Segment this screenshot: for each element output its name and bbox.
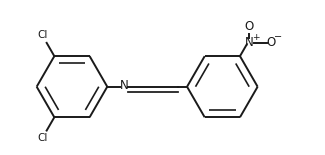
Text: N: N xyxy=(120,79,128,92)
Text: −: − xyxy=(274,32,282,42)
Text: N: N xyxy=(245,36,254,49)
Text: Cl: Cl xyxy=(37,133,47,143)
Text: +: + xyxy=(252,33,259,42)
Text: Cl: Cl xyxy=(37,30,47,40)
Text: O: O xyxy=(267,36,276,49)
Text: O: O xyxy=(245,20,254,33)
